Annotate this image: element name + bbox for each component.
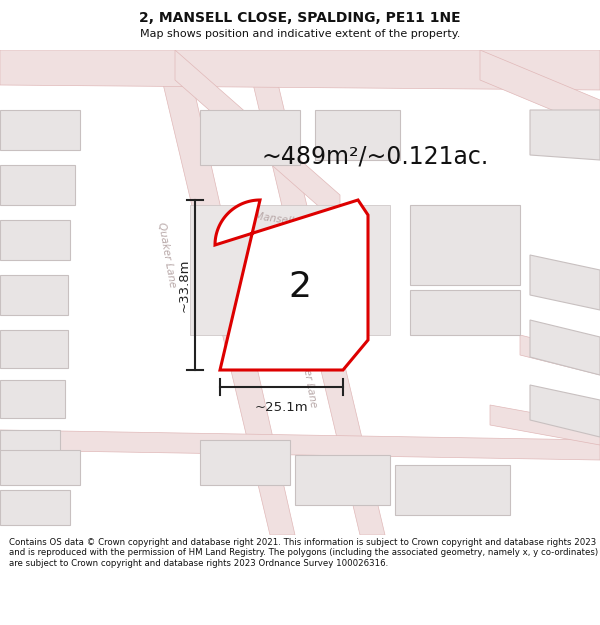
Polygon shape [410, 290, 520, 335]
Polygon shape [315, 110, 400, 160]
Polygon shape [0, 275, 68, 315]
Polygon shape [520, 335, 600, 375]
Text: Quaker Lane: Quaker Lane [157, 222, 178, 288]
Polygon shape [245, 50, 385, 535]
Polygon shape [395, 465, 510, 515]
Polygon shape [0, 430, 60, 468]
Polygon shape [530, 255, 600, 310]
Polygon shape [480, 50, 600, 130]
Polygon shape [490, 405, 600, 445]
Text: ~33.8m: ~33.8m [178, 258, 191, 312]
Polygon shape [0, 380, 65, 418]
Polygon shape [0, 430, 600, 460]
Polygon shape [215, 200, 368, 370]
Text: Map shows position and indicative extent of the property.: Map shows position and indicative extent… [140, 29, 460, 39]
Text: ~25.1m: ~25.1m [254, 401, 308, 414]
Text: Mansell Cl...: Mansell Cl... [253, 211, 317, 229]
Polygon shape [0, 165, 75, 205]
Polygon shape [0, 450, 80, 485]
Polygon shape [200, 440, 290, 485]
Text: Contains OS data © Crown copyright and database right 2021. This information is : Contains OS data © Crown copyright and d… [9, 538, 598, 568]
Polygon shape [295, 455, 390, 505]
Polygon shape [0, 220, 70, 260]
Polygon shape [200, 110, 300, 165]
Polygon shape [0, 110, 80, 150]
Polygon shape [530, 110, 600, 160]
Polygon shape [0, 50, 600, 90]
Polygon shape [530, 385, 600, 437]
Polygon shape [175, 50, 340, 225]
Polygon shape [155, 50, 295, 535]
Polygon shape [530, 320, 600, 375]
Polygon shape [410, 205, 520, 285]
Text: ~489m²/~0.121ac.: ~489m²/~0.121ac. [262, 145, 489, 169]
Text: 2, MANSELL CLOSE, SPALDING, PE11 1NE: 2, MANSELL CLOSE, SPALDING, PE11 1NE [139, 11, 461, 25]
Text: Quaker Lane: Quaker Lane [298, 342, 319, 408]
Text: 2: 2 [289, 270, 311, 304]
Polygon shape [190, 205, 390, 335]
Polygon shape [0, 330, 68, 368]
Polygon shape [0, 490, 70, 525]
